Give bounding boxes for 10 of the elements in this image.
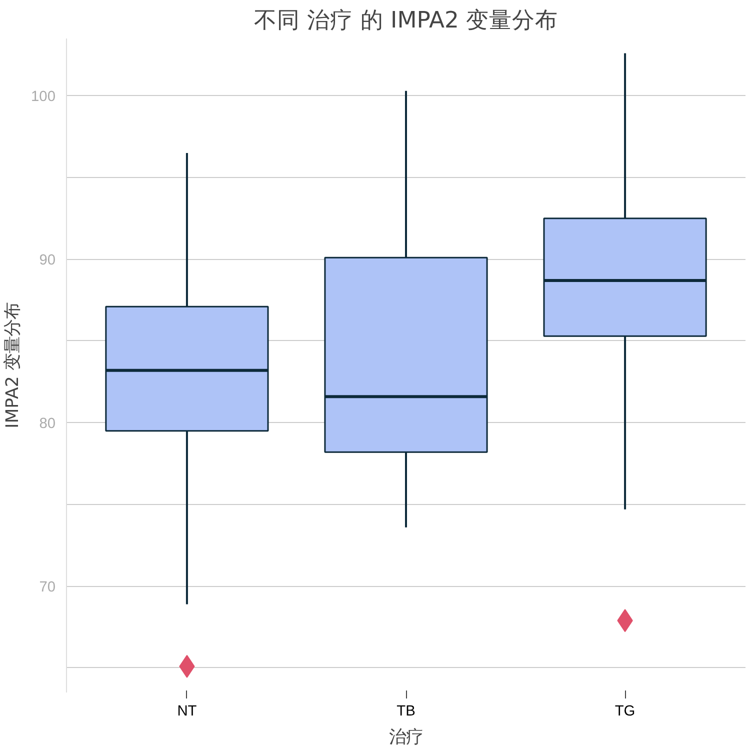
x-tick-label: TG (614, 704, 636, 720)
chart-title: 不同 治疗 的 IMPA2 变量分布 (254, 8, 558, 34)
y-axis-title: IMPA2 变量分布 (3, 302, 24, 428)
x-tick-label: TB (396, 704, 416, 720)
x-tick-label: NT (177, 704, 197, 720)
y-tick-label: 70 (39, 580, 56, 596)
y-tick-label: 80 (39, 416, 56, 432)
x-axis-title: 治疗 (389, 728, 423, 748)
y-tick-label: 90 (39, 252, 56, 269)
y-tick-label: 100 (31, 89, 56, 106)
